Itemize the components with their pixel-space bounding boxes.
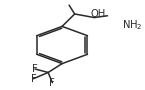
Text: NH$_2$: NH$_2$ <box>122 19 143 32</box>
Text: F: F <box>32 64 38 74</box>
Text: OH: OH <box>90 9 105 19</box>
Text: F: F <box>31 74 36 84</box>
Text: F: F <box>49 78 55 88</box>
